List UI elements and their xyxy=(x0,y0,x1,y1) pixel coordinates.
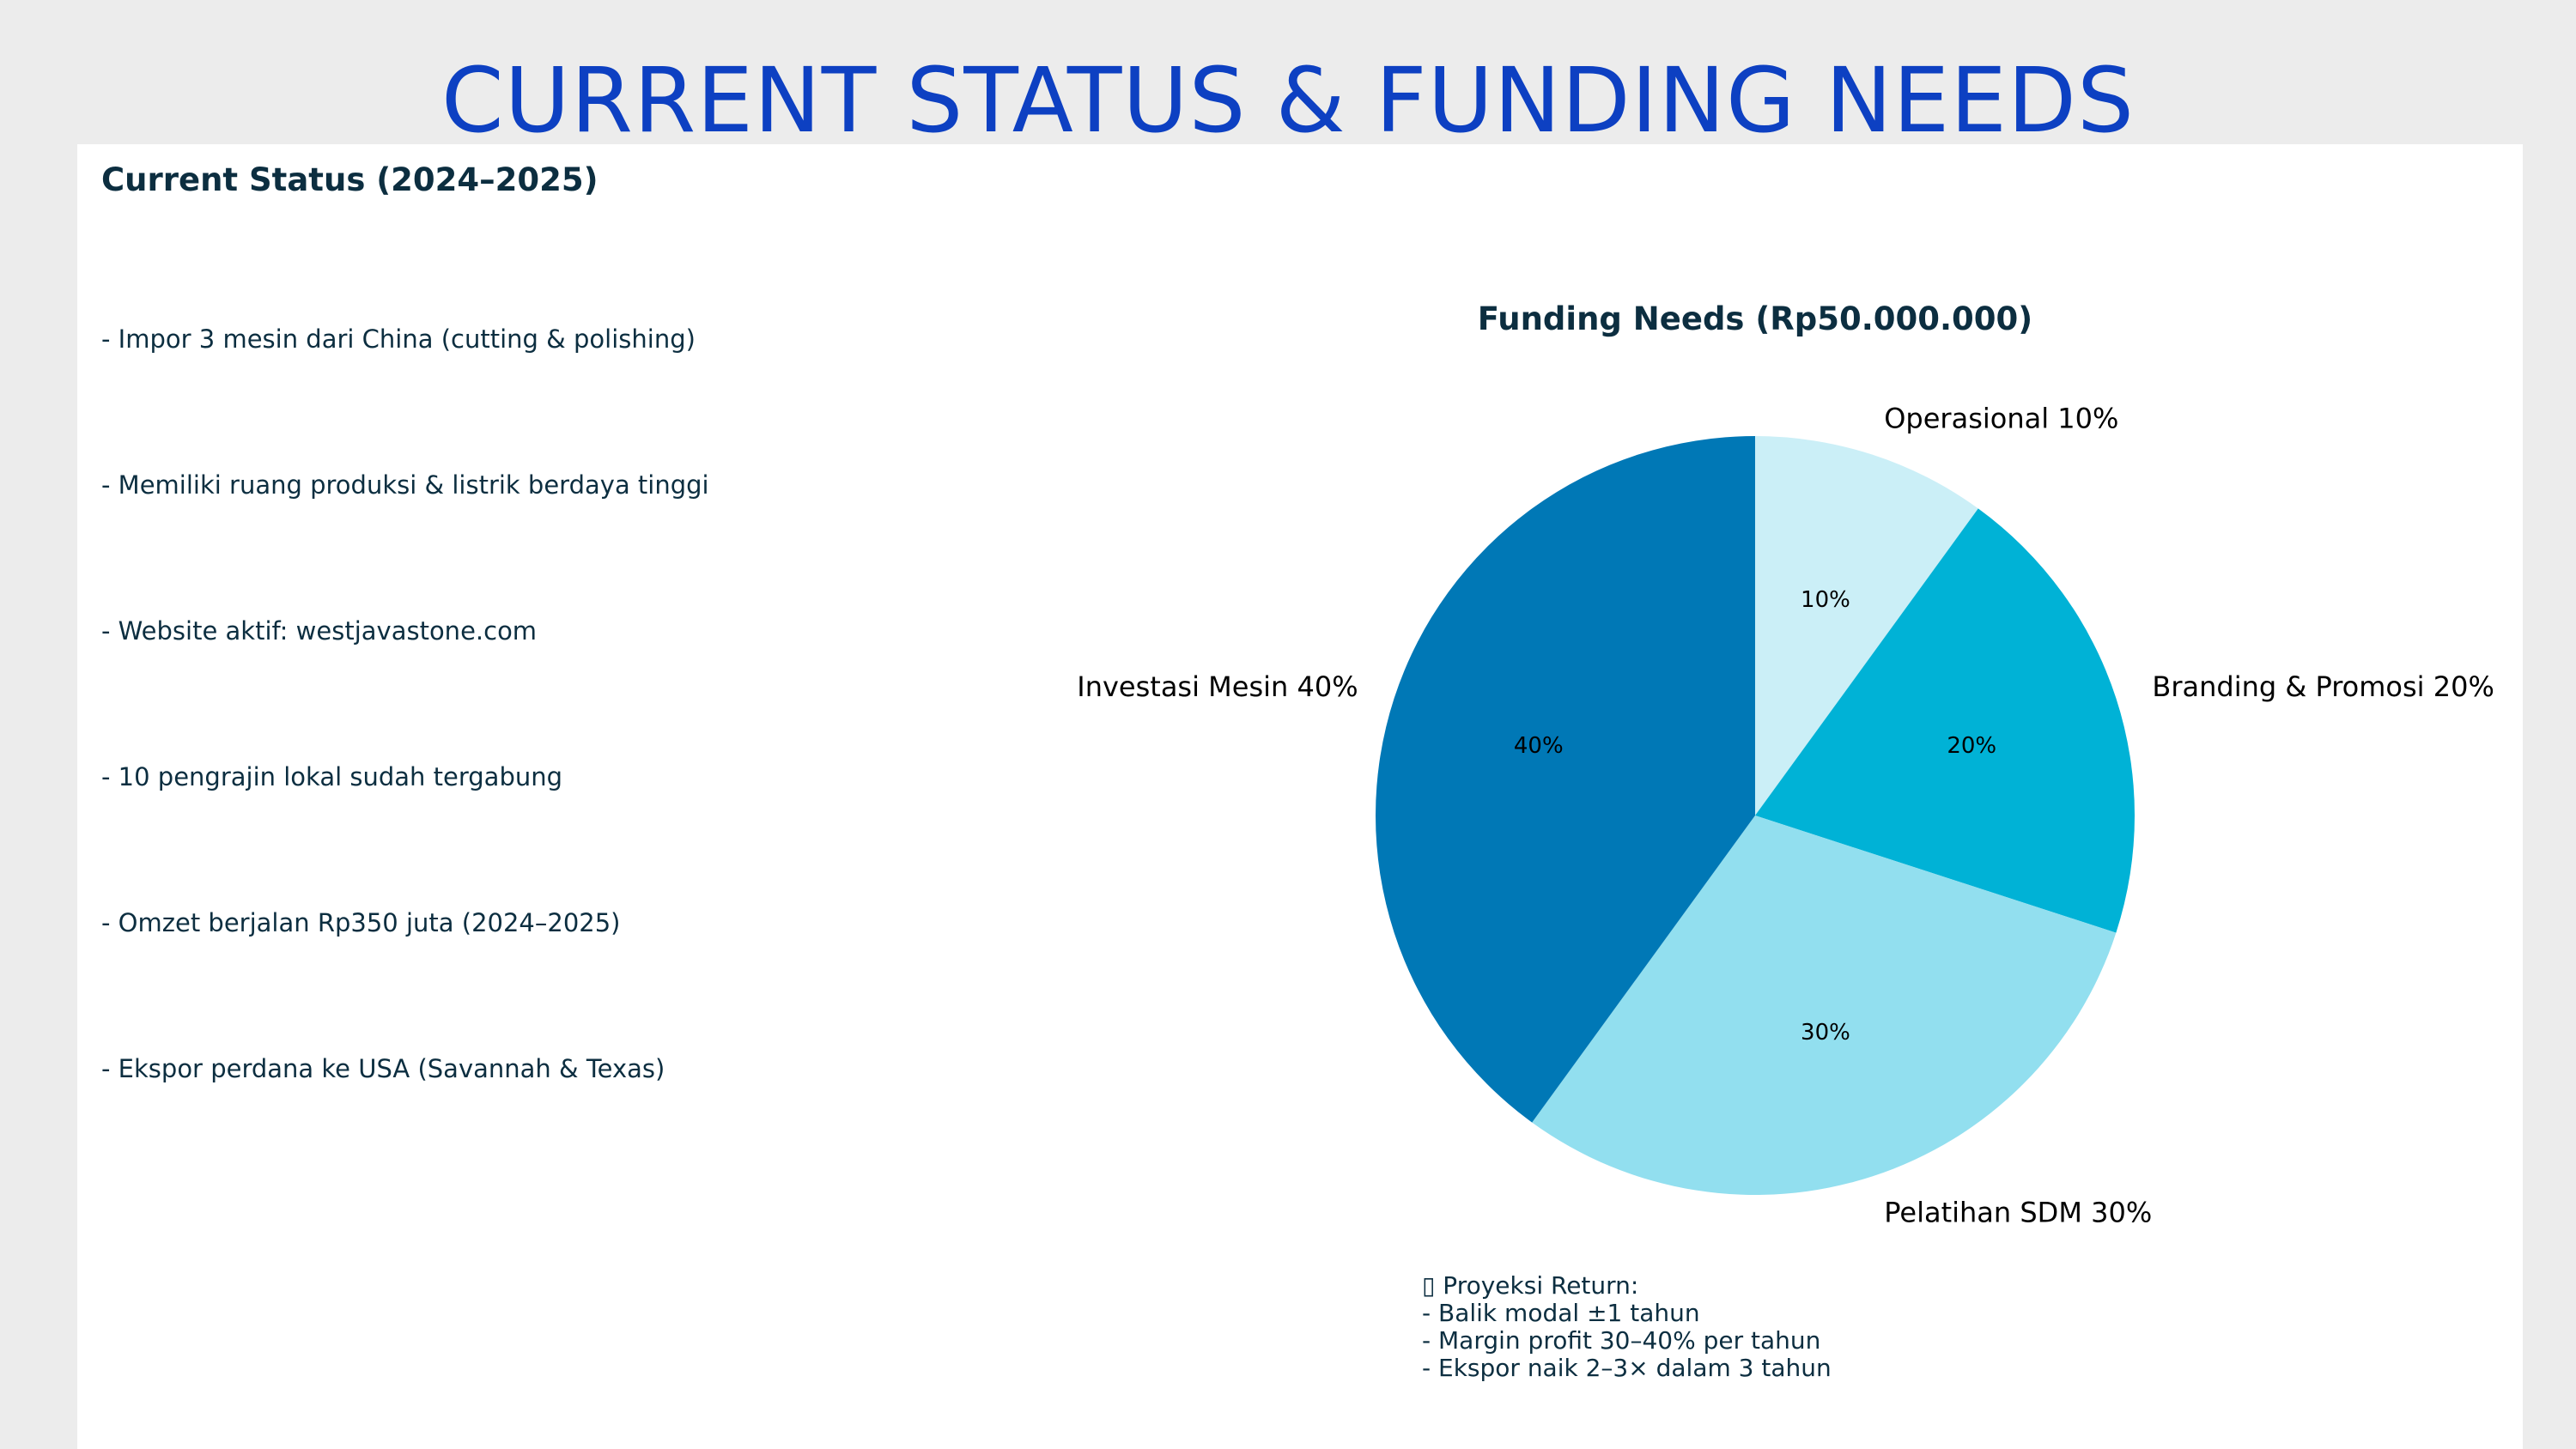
slide-title: CURRENT STATUS & FUNDING NEEDS xyxy=(440,48,2136,153)
status-heading: Current Status (2024–2025) xyxy=(101,161,598,198)
slice-percent-label: 10% xyxy=(1801,587,1850,613)
slice-percent-label: 30% xyxy=(1801,1020,1850,1046)
pie-slice xyxy=(1376,436,1755,1123)
return-projection: ▯ Proyeksi Return: - Balik modal ±1 tahu… xyxy=(1422,1272,1832,1382)
status-item: - 10 pengrajin lokal sudah tergabung xyxy=(101,762,563,791)
chart-title: Funding Needs (Rp50.000.000) xyxy=(1478,300,2032,337)
status-item: - Website aktif: westjavastone.com xyxy=(101,616,538,646)
slice-category-label: Operasional 10% xyxy=(1884,403,2118,435)
slice-percent-label: 20% xyxy=(1947,733,1996,759)
slice-percent-label: 40% xyxy=(1514,733,1564,759)
status-item: - Impor 3 mesin dari China (cutting & po… xyxy=(101,324,696,354)
pie-slice xyxy=(1532,815,2117,1195)
pie-slice xyxy=(1755,508,2136,933)
return-projection-item: - Margin profit 30–40% per tahun xyxy=(1422,1326,1821,1355)
return-projection-item: - Ekspor naik 2–3× dalam 3 tahun xyxy=(1422,1354,1832,1382)
pie-slice xyxy=(1755,436,1978,815)
status-item: - Memiliki ruang produksi & listrik berd… xyxy=(101,470,709,500)
slice-category-label: Investasi Mesin 40% xyxy=(1077,670,1358,703)
return-projection-item: - Balik modal ±1 tahun xyxy=(1422,1299,1700,1327)
slice-category-label: Pelatihan SDM 30% xyxy=(1884,1196,2152,1228)
return-projection-heading: ▯ Proyeksi Return: xyxy=(1422,1271,1639,1300)
status-item: - Ekspor perdana ke USA (Savannah & Texa… xyxy=(101,1054,665,1083)
slice-category-label: Branding & Promosi 20% xyxy=(2152,670,2494,703)
status-item: - Omzet berjalan Rp350 juta (2024–2025) xyxy=(101,908,621,937)
